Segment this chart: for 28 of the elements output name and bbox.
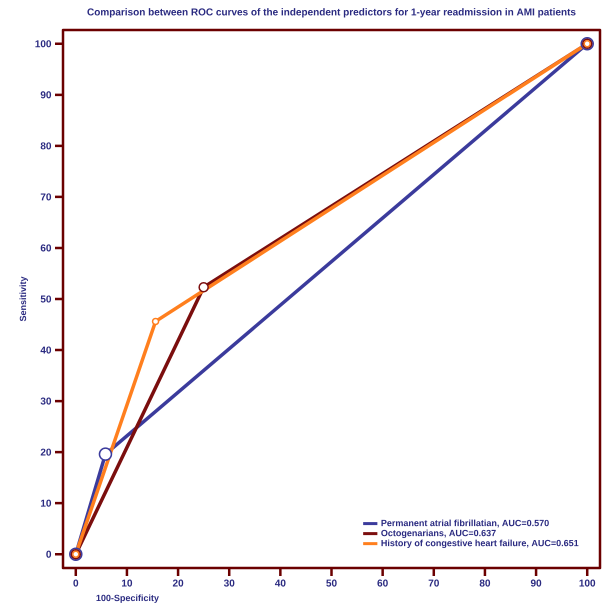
x-tick-label: 20 [172,580,184,587]
y-tick-label: 40 [40,346,52,354]
legend-label: History of congestive heart failure, AUC=0.651 [381,540,578,548]
y-tick-label: 90 [40,91,52,98]
x-tick-label: 90 [530,580,542,587]
y-tick-label: 60 [40,244,52,252]
x-tick-label: 10 [122,580,132,587]
chart-title: Comparison between ROC curves of the independent predictors for 1-year readmission in AMI patients [87,8,576,18]
x-tick-label: 0 [73,580,78,587]
y-tick-label: 80 [40,142,52,150]
x-tick-label: 30 [224,580,234,587]
x-tick-label: 100 [580,580,596,587]
x-axis-title: 100-Specificity [96,594,159,603]
x-tick-label: 80 [480,580,490,587]
legend-label: Octogenarians, AUC=0.637 [381,530,496,538]
x-tick-label: 70 [428,580,439,587]
x-tick-label: 60 [377,580,388,587]
y-tick-label: 30 [40,398,52,405]
y-tick-label: 0 [46,550,52,558]
y-tick-label: 10 [40,500,52,507]
y-tick-label: 100 [35,40,52,48]
legend-label: Permanent atrial fibrillatian, AUC=0.570 [381,520,549,528]
y-tick-label: 70 [40,193,52,200]
y-tick-label: 50 [40,295,52,303]
x-tick-label: 50 [326,580,337,587]
y-axis-title: Sensitivity [20,276,28,322]
x-tick-label: 40 [274,580,286,587]
y-tick-label: 20 [40,448,52,456]
